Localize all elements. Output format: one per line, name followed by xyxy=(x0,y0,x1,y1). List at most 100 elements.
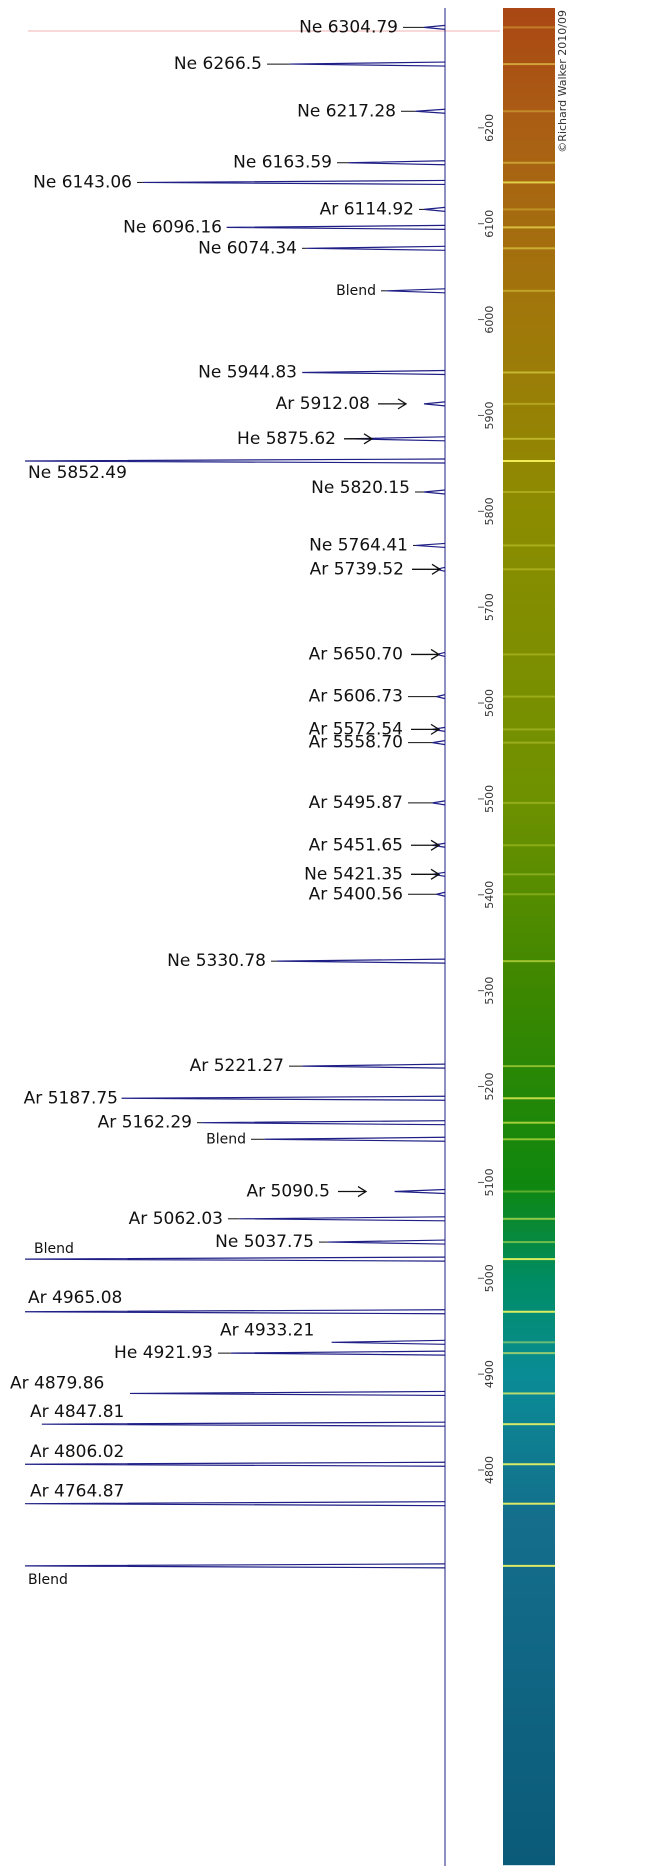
strip-band xyxy=(503,1052,555,1056)
strip-band xyxy=(503,1766,555,1770)
strip-band xyxy=(503,992,555,996)
strip-band xyxy=(503,1409,555,1413)
strip-band xyxy=(503,800,555,804)
strip-band xyxy=(503,1772,555,1776)
strip-band xyxy=(503,311,555,315)
emission-line xyxy=(276,958,446,964)
strip-band xyxy=(503,995,555,999)
strip-band xyxy=(503,1022,555,1026)
strip-band xyxy=(503,1622,555,1626)
strip-band xyxy=(503,1232,555,1236)
strip-band xyxy=(503,1598,555,1602)
strip-band xyxy=(503,638,555,642)
strip-band xyxy=(503,1796,555,1800)
strip-band xyxy=(503,1595,555,1599)
strip-band xyxy=(503,389,555,393)
strip-band xyxy=(503,377,555,381)
strip-band xyxy=(503,83,555,87)
strip-band xyxy=(503,422,555,426)
line-label: Ar 5187.75 xyxy=(24,1088,118,1108)
strip-band xyxy=(503,608,555,612)
strip-band xyxy=(503,665,555,669)
strip-band xyxy=(503,701,555,705)
strip-band xyxy=(503,560,555,564)
strip-band xyxy=(503,47,555,51)
strip-band xyxy=(503,1817,555,1821)
strip-band xyxy=(503,17,555,21)
strip-band xyxy=(503,473,555,477)
strip-band xyxy=(503,716,555,720)
strip-band xyxy=(503,161,555,165)
strip-line xyxy=(503,653,555,656)
emission-line xyxy=(264,1136,446,1142)
strip-band xyxy=(503,356,555,360)
strip-band xyxy=(503,1523,555,1527)
strip-band xyxy=(503,920,555,924)
strip-band xyxy=(503,143,555,147)
strip-band xyxy=(503,1277,555,1281)
emission-line xyxy=(306,245,446,251)
strip-band xyxy=(503,1343,555,1347)
strip-band xyxy=(503,989,555,993)
strip-band xyxy=(503,1115,555,1119)
strip-band xyxy=(503,122,555,126)
strip-band xyxy=(503,1427,555,1431)
strip-band xyxy=(503,65,555,69)
line-label: Ar 5650.70 xyxy=(309,644,403,664)
emission-line xyxy=(436,694,446,700)
strip-band xyxy=(503,1649,555,1653)
strip-line xyxy=(503,1392,555,1395)
y-tick-label: 6000 xyxy=(483,306,496,334)
strip-band xyxy=(503,866,555,870)
strip-band xyxy=(503,1457,555,1461)
strip-line xyxy=(503,1138,555,1141)
strip-band xyxy=(503,164,555,168)
strip-band xyxy=(503,617,555,621)
strip-band xyxy=(503,692,555,696)
strip-band xyxy=(503,1661,555,1665)
strip-band xyxy=(503,1862,555,1866)
strip-band xyxy=(503,1631,555,1635)
strip-band xyxy=(503,1328,555,1332)
line-label: Blend xyxy=(336,283,376,299)
strip-band xyxy=(503,206,555,210)
strip-band xyxy=(503,29,555,33)
strip-band xyxy=(503,611,555,615)
strip-band xyxy=(503,1298,555,1302)
strip-band xyxy=(503,197,555,201)
strip-band xyxy=(503,1673,555,1677)
strip-band xyxy=(503,1433,555,1437)
strip-band xyxy=(503,1814,555,1818)
strip-band xyxy=(503,1160,555,1164)
strip-band xyxy=(503,320,555,324)
strip-band xyxy=(503,1031,555,1035)
strip-band xyxy=(503,1733,555,1737)
strip-band xyxy=(503,1025,555,1029)
strip-band xyxy=(503,1541,555,1545)
strip-band xyxy=(503,158,555,162)
strip-band xyxy=(503,1223,555,1227)
credit: ©Richard Walker 2010/09 xyxy=(556,10,569,153)
strip-band xyxy=(503,590,555,594)
strip-band xyxy=(503,1652,555,1656)
y-tick-label: 4900 xyxy=(483,1360,496,1388)
strip-line xyxy=(503,728,555,731)
strip-band xyxy=(503,224,555,228)
strip-line xyxy=(503,568,555,571)
strip-line xyxy=(503,402,555,405)
y-tick-label: 5500 xyxy=(483,785,496,813)
line-label: Ar 4879.86 xyxy=(10,1373,104,1393)
strip-band xyxy=(503,50,555,54)
strip-band xyxy=(503,1799,555,1803)
strip-band xyxy=(503,644,555,648)
strip-band xyxy=(503,968,555,972)
line-label: Blend xyxy=(28,1572,68,1588)
strip-band xyxy=(503,452,555,456)
line-label: Ne 5944.83 xyxy=(198,362,297,382)
strip-band xyxy=(503,518,555,522)
strip-band xyxy=(503,773,555,777)
strip-band xyxy=(503,671,555,675)
emission-line xyxy=(129,1390,446,1397)
strip-band xyxy=(503,1421,555,1425)
